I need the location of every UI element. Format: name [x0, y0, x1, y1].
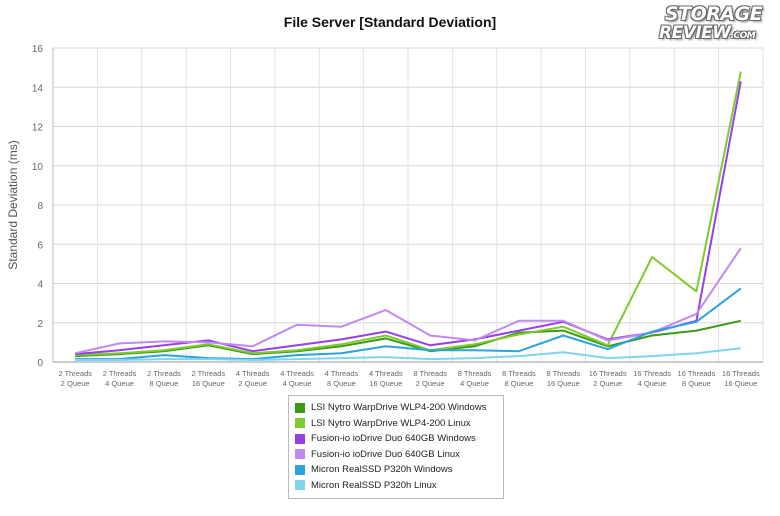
legend-label: LSI Nytro WarpDrive WLP4-200 Windows — [311, 402, 487, 414]
x-tick-label: 4 Threads 2 Queue — [236, 369, 270, 388]
storagereview-logo: STORAGE REVIEW.COM — [655, 4, 767, 48]
legend-item: Micron RealSSD P320h Linux — [295, 478, 497, 494]
x-tick-label-line: 4 Queue — [105, 379, 134, 388]
y-tick-label: 12 — [32, 123, 44, 134]
x-tick-label: 16 Threads 16 Queue — [722, 369, 760, 388]
x-tick-label-line: 8 Threads — [546, 369, 580, 378]
x-tick-label-line: 2 Queue — [238, 379, 267, 388]
x-tick-label-line: 16 Queue — [192, 379, 225, 388]
x-tick-label: 8 Threads 8 Queue — [502, 369, 536, 388]
legend-swatch — [295, 480, 305, 491]
y-tick-label: 16 — [32, 44, 44, 55]
x-tick-label-line: 8 Threads — [502, 369, 536, 378]
x-tick-label: 4 Threads 8 Queue — [325, 369, 359, 388]
legend-swatch — [295, 464, 305, 475]
legend-item: Micron RealSSD P320h Windows — [295, 462, 497, 478]
x-tick-label-line: 2 Queue — [416, 379, 445, 388]
legend-item: Fusion-io ioDrive Duo 640GB Windows — [295, 431, 497, 447]
series-line — [74, 247, 742, 355]
x-tick-label-line: 8 Queue — [327, 379, 356, 388]
legend-swatch — [295, 433, 305, 444]
x-tick-label: 16 Threads 4 Queue — [633, 369, 671, 388]
x-tick-label: 8 Threads 4 Queue — [458, 369, 492, 388]
x-tick-label-line: 4 Threads — [236, 369, 270, 378]
y-tick-label: 0 — [37, 358, 43, 369]
legend-label: Micron RealSSD P320h Linux — [311, 479, 437, 491]
x-tick-label-line: 4 Threads — [369, 369, 403, 378]
legend-label: Fusion-io ioDrive Duo 640GB Windows — [311, 433, 476, 445]
x-tick-label: 8 Threads 2 Queue — [413, 369, 447, 388]
grid — [52, 47, 764, 363]
x-tick-label-line: 8 Queue — [682, 379, 711, 388]
x-tick-label-line: 16 Threads — [633, 369, 671, 378]
series-lines — [74, 71, 742, 361]
x-tick-label-line: 16 Queue — [547, 379, 580, 388]
series-line — [75, 71, 742, 357]
x-tick-label: 2 Threads 16 Queue — [191, 369, 225, 388]
x-tick-label-line: 8 Queue — [150, 379, 179, 388]
legend-item: LSI Nytro WarpDrive WLP4-200 Windows — [295, 400, 497, 416]
y-tick-label: 2 — [37, 319, 43, 330]
series-line — [75, 287, 742, 361]
x-tick-label-line: 2 Queue — [61, 379, 90, 388]
logo-line-2-text: REVIEW — [659, 23, 731, 43]
y-tick-label: 6 — [37, 240, 43, 251]
y-tick-label: 4 — [37, 280, 43, 291]
x-tick-label: 2 Threads 2 Queue — [58, 369, 92, 388]
x-tick-label-line: 4 Queue — [283, 379, 312, 388]
logo-line-2: REVIEW.COM — [655, 24, 767, 45]
legend-item: LSI Nytro WarpDrive WLP4-200 Linux — [295, 416, 497, 432]
x-tick-label-line: 4 Threads — [280, 369, 314, 378]
legend-label: LSI Nytro WarpDrive WLP4-200 Linux — [311, 417, 471, 429]
axes — [52, 48, 763, 363]
x-tick-label-line: 2 Threads — [58, 369, 92, 378]
x-tick-label-line: 16 Queue — [369, 379, 402, 388]
logo-suffix: .COM — [730, 31, 756, 41]
x-tick-label: 16 Threads 2 Queue — [589, 369, 627, 388]
x-tick-label: 16 Threads 8 Queue — [678, 369, 716, 388]
y-tick-label: 8 — [37, 201, 43, 212]
x-tick-label: 2 Threads 8 Queue — [147, 369, 181, 388]
y-tick-label: 10 — [32, 162, 44, 173]
x-tick-label-line: 2 Threads — [147, 369, 181, 378]
x-tick-label-line: 16 Queue — [724, 379, 757, 388]
x-tick-label-line: 4 Queue — [460, 379, 489, 388]
legend-swatch — [295, 402, 305, 413]
logo-line-1: STORAGE — [665, 3, 763, 25]
y-tick-label: 14 — [32, 83, 44, 94]
x-tick-label-line: 8 Threads — [413, 369, 447, 378]
x-tick-label-line: 16 Threads — [589, 369, 627, 378]
x-tick-label-line: 2 Threads — [103, 369, 137, 378]
legend-swatch — [295, 418, 305, 429]
x-tick-label-line: 8 Threads — [458, 369, 492, 378]
legend-label: Micron RealSSD P320h Windows — [311, 464, 453, 476]
legend: LSI Nytro WarpDrive WLP4-200 Windows LSI … — [288, 395, 504, 499]
x-tick-label: 2 Threads 4 Queue — [103, 369, 137, 388]
x-tick-label-line: 4 Threads — [325, 369, 359, 378]
x-tick-label-line: 2 Threads — [191, 369, 225, 378]
x-tick-label-line: 4 Queue — [638, 379, 667, 388]
x-tick-label: 8 Threads 16 Queue — [546, 369, 580, 388]
x-tick-label: 4 Threads 16 Queue — [369, 369, 403, 388]
x-tick-label-line: 8 Queue — [505, 379, 534, 388]
legend-label: Fusion-io ioDrive Duo 640GB Linux — [311, 448, 460, 460]
x-tick-label-line: 16 Threads — [722, 369, 760, 378]
x-tick-label-line: 2 Queue — [593, 379, 622, 388]
legend-item: Fusion-io ioDrive Duo 640GB Linux — [295, 447, 497, 463]
y-axis-label: Standard Deviation (ms) — [6, 140, 20, 269]
series-line — [75, 347, 741, 361]
chart-title: File Server [Standard Deviation] — [283, 14, 497, 30]
x-tick-label: 4 Threads 4 Queue — [280, 369, 314, 388]
x-tick-label-line: 16 Threads — [678, 369, 716, 378]
legend-swatch — [295, 449, 305, 460]
